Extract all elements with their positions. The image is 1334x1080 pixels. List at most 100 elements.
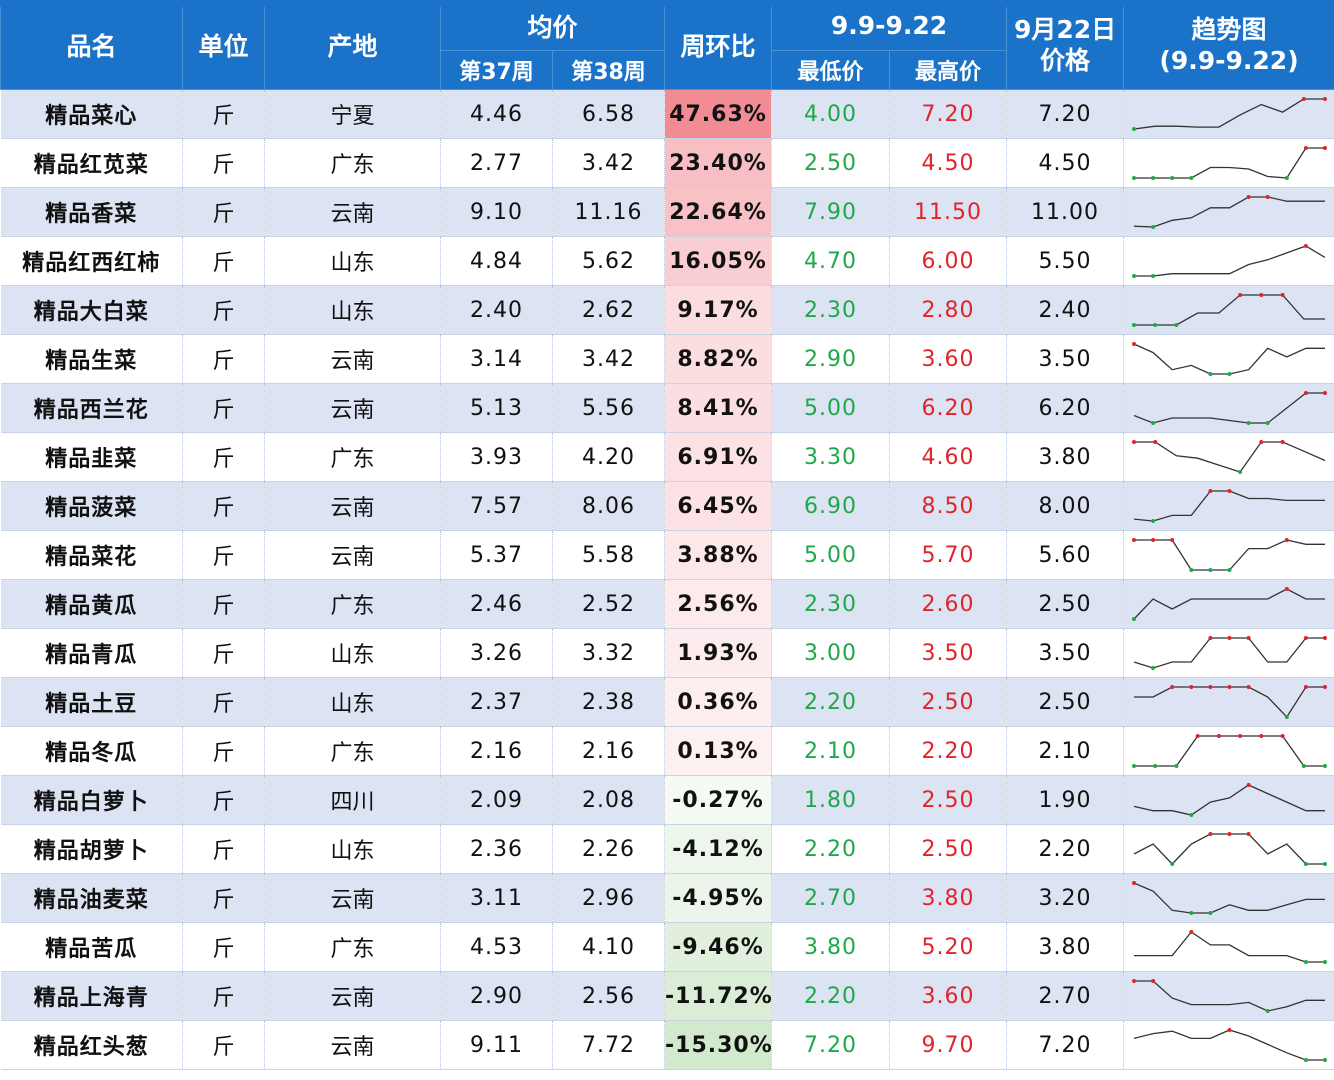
max-price: 9.70 [889,1020,1008,1070]
sparkline-line [1134,931,1326,963]
week37-price: 5.13 [440,383,553,433]
week38-price: 2.26 [552,824,666,874]
current-price: 2.50 [1006,579,1125,629]
max-price: 2.80 [889,285,1008,335]
wow-change: 3.88% [664,530,773,580]
max-price: 2.50 [889,775,1008,825]
unit-cell: 斤 [182,1020,265,1070]
min-price: 6.90 [771,481,891,531]
current-price: 3.20 [1006,873,1125,923]
sparkline-svg [1134,195,1326,229]
sparkline-high-point [1189,685,1194,689]
sparkline-line [1133,637,1326,669]
min-price: 4.70 [771,236,891,286]
sparkline-high-point [1246,685,1251,689]
max-price: 6.20 [889,383,1008,433]
sparkline-high-point [1227,685,1232,689]
sparkline-high-point [1303,685,1308,689]
sparkline-svg [1132,979,1326,1013]
sparkline-high-point [1280,293,1285,297]
week38-price: 8.06 [552,481,666,531]
trend-sparkline [1123,334,1334,384]
wow-change: 23.40% [664,138,773,188]
origin-cell: 山东 [264,824,441,874]
wow-change: -4.12% [664,824,773,874]
unit-cell: 斤 [182,922,265,972]
header-min-price: 最低价 [771,50,891,90]
min-price: 2.30 [771,285,891,335]
table-row: 精品冬瓜斤广东 2.16 2.16 0.13% 2.10 2.20 2.10 [0,726,1334,776]
unit-cell: 斤 [182,187,265,237]
week38-price: 2.96 [552,873,666,923]
origin-cell: 广东 [264,726,441,776]
week38-price: 2.52 [552,579,666,629]
sparkline-low-point [1132,323,1137,327]
header-week38: 第38周 [551,50,666,90]
sparkline-svg [1133,1028,1328,1062]
sparkline-svg [1133,783,1326,817]
week38-price: 5.56 [552,383,666,433]
table-row: 精品菜心斤宁夏 4.46 6.58 47.63% 4.00 7.20 7.20 [0,89,1334,139]
sparkline-low-point [1170,176,1175,180]
header-avg-price: 均价 [439,0,666,51]
origin-cell: 广东 [264,922,441,972]
unit-cell: 斤 [182,432,265,482]
wow-change: 47.63% [664,89,773,139]
sparkline-line [1134,539,1326,571]
header-unit: 单位 [182,0,265,90]
sparkline-svg [1133,832,1328,866]
sparkline-low-point [1151,421,1156,425]
current-price: 3.80 [1006,922,1125,972]
product-name: 精品菜心 [0,89,183,139]
table-row: 精品韭菜斤广东 3.93 4.20 6.91% 3.30 4.60 3.80 [0,432,1334,482]
week38-price: 3.42 [552,334,666,384]
min-price: 2.20 [771,971,891,1021]
min-price: 5.00 [771,383,891,433]
unit-cell: 斤 [182,89,265,139]
sparkline-high-point [1303,244,1308,248]
min-price: 7.90 [771,187,891,237]
min-price: 7.20 [771,1020,891,1070]
week37-price: 9.11 [440,1020,553,1070]
sparkline-low-point [1151,176,1156,180]
sparkline-svg [1132,97,1328,131]
sparkline-low-point [1284,715,1289,719]
product-name: 精品菜花 [0,530,183,580]
unit-cell: 斤 [182,285,265,335]
week38-price: 3.32 [552,628,666,678]
week38-price: 11.16 [552,187,666,237]
table-body: 精品菜心斤宁夏 4.46 6.58 47.63% 4.00 7.20 7.20 精品红苋菜斤广… [0,89,1334,1070]
min-price: 4.00 [771,89,891,139]
product-name: 精品西兰花 [0,383,183,433]
current-price: 1.90 [1006,775,1125,825]
unit-cell: 斤 [182,824,265,874]
table-header: 品名 单位 产地 均价 周环比 9.9-9.22 9月22日 价格 趋势图 (9… [0,0,1334,90]
sparkline-high-point [1208,832,1213,836]
max-price: 3.60 [889,971,1008,1021]
sparkline-low-point [1227,372,1232,376]
sparkline-line [1134,196,1326,228]
week38-price: 6.58 [552,89,666,139]
sparkline-line [1133,1029,1326,1061]
sparkline-low-point [1265,421,1270,425]
header-date-line2: 价格 [1040,46,1091,75]
sparkline-high-point [1195,734,1200,738]
product-name: 精品黄瓜 [0,579,183,629]
sparkline-line [1133,392,1326,424]
unit-cell: 斤 [182,775,265,825]
current-price: 7.20 [1006,89,1125,139]
unit-cell: 斤 [182,138,265,188]
sparkline-svg [1132,440,1326,474]
sparkline-low-point [1208,372,1213,376]
wow-change: -0.27% [664,775,773,825]
header-range: 9.9-9.22 [771,0,1008,51]
sparkline-svg [1133,391,1328,425]
origin-cell: 云南 [264,971,441,1021]
week37-price: 4.46 [440,89,553,139]
sparkline-high-point [1208,489,1213,493]
sparkline-low-point [1153,764,1158,768]
week37-price: 3.14 [440,334,553,384]
product-name: 精品香菜 [0,187,183,237]
unit-cell: 斤 [182,530,265,580]
